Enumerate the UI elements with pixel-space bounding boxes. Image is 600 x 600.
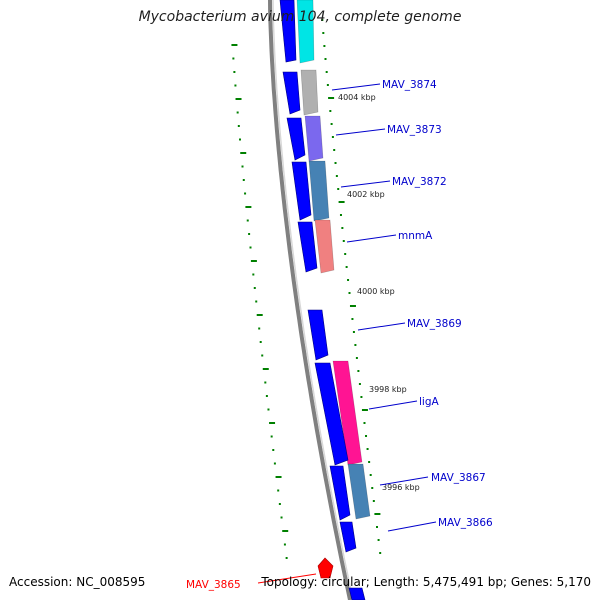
gene-label-leader: [335, 128, 386, 136]
feature-gene-bar[interactable]: [300, 69, 319, 116]
strand-gene-arrow[interactable]: [282, 71, 301, 115]
gene-label-leader: [257, 573, 317, 584]
gene-label-leader: [346, 234, 397, 243]
gene-label-mnma[interactable]: mnmA: [398, 230, 433, 242]
gene-labels[interactable]: MAV_3874 MAV_3873 MAV_3872 mnmA MAV_3869 ligA…: [186, 79, 493, 591]
feature-gene-bar[interactable]: [314, 219, 335, 274]
gene-label-leader: [387, 521, 437, 532]
gene-label-mav_3867[interactable]: MAV_3867: [431, 472, 486, 484]
gene-label-mav_3869[interactable]: MAV_3869: [407, 318, 462, 330]
feature-gene-bar[interactable]: [296, 0, 315, 64]
feature-gene-bar[interactable]: [347, 463, 371, 520]
kbp-label: 3998 kbp: [369, 385, 407, 394]
kbp-label: 3996 kbp: [382, 483, 420, 492]
topology-summary: Topology: circular; Length: 5,475,491 bp…: [261, 575, 591, 589]
strand-gene-arrow[interactable]: [348, 587, 366, 600]
gene-label-mav_3874[interactable]: MAV_3874: [382, 79, 437, 91]
strand-gene-arrow[interactable]: [291, 161, 312, 221]
inner-tick-marks: [231, 44, 289, 559]
gene-label-leader: [379, 476, 429, 486]
map-title: Mycobacterium avium 104, complete genome: [138, 9, 462, 25]
strand-gene-arrow[interactable]: [279, 0, 297, 63]
strand-gene-arrow[interactable]: [329, 465, 351, 521]
outer-tick-marks: [321, 19, 382, 554]
highlighted-gene-arrow[interactable]: [317, 557, 334, 579]
gene-label-leader: [331, 83, 381, 91]
gene-label-leader: [340, 180, 391, 188]
strand-gene-arrow[interactable]: [339, 521, 357, 553]
feature-track: [296, 0, 371, 520]
strand-gene-arrow[interactable]: [314, 362, 349, 466]
genome-backbone-edge: [272, 0, 354, 600]
gene-label-mav_3873[interactable]: MAV_3873: [387, 124, 442, 136]
kbp-label: 4002 kbp: [347, 190, 385, 199]
gene-label-leader: [357, 322, 406, 331]
strand-gene-arrow[interactable]: [307, 309, 329, 361]
feature-gene-bar[interactable]: [332, 360, 363, 466]
gene-label-mav_3872[interactable]: MAV_3872: [392, 176, 447, 188]
strand-gene-arrow[interactable]: [297, 221, 318, 273]
gene-label-mav_3866[interactable]: MAV_3866: [438, 517, 493, 529]
kbp-label: 4004 kbp: [338, 93, 376, 102]
strand-gene-arrow[interactable]: [286, 117, 306, 161]
kbp-label: 4000 kbp: [357, 287, 395, 296]
gene-label-liga[interactable]: ligA: [419, 396, 439, 408]
accession-text: Accession: NC_008595: [9, 575, 146, 589]
gene-label-mav_3865[interactable]: MAV_3865: [186, 579, 241, 591]
genome-backbone: [268, 0, 352, 600]
feature-gene-bar[interactable]: [304, 115, 324, 162]
gene-label-leader: [368, 400, 418, 410]
kbp-labels: 4004 kbp 4002 kbp 4000 kbp 3998 kbp 3996 kbp: [338, 93, 420, 492]
feature-gene-bar[interactable]: [308, 160, 330, 222]
strand-track: [279, 0, 366, 600]
